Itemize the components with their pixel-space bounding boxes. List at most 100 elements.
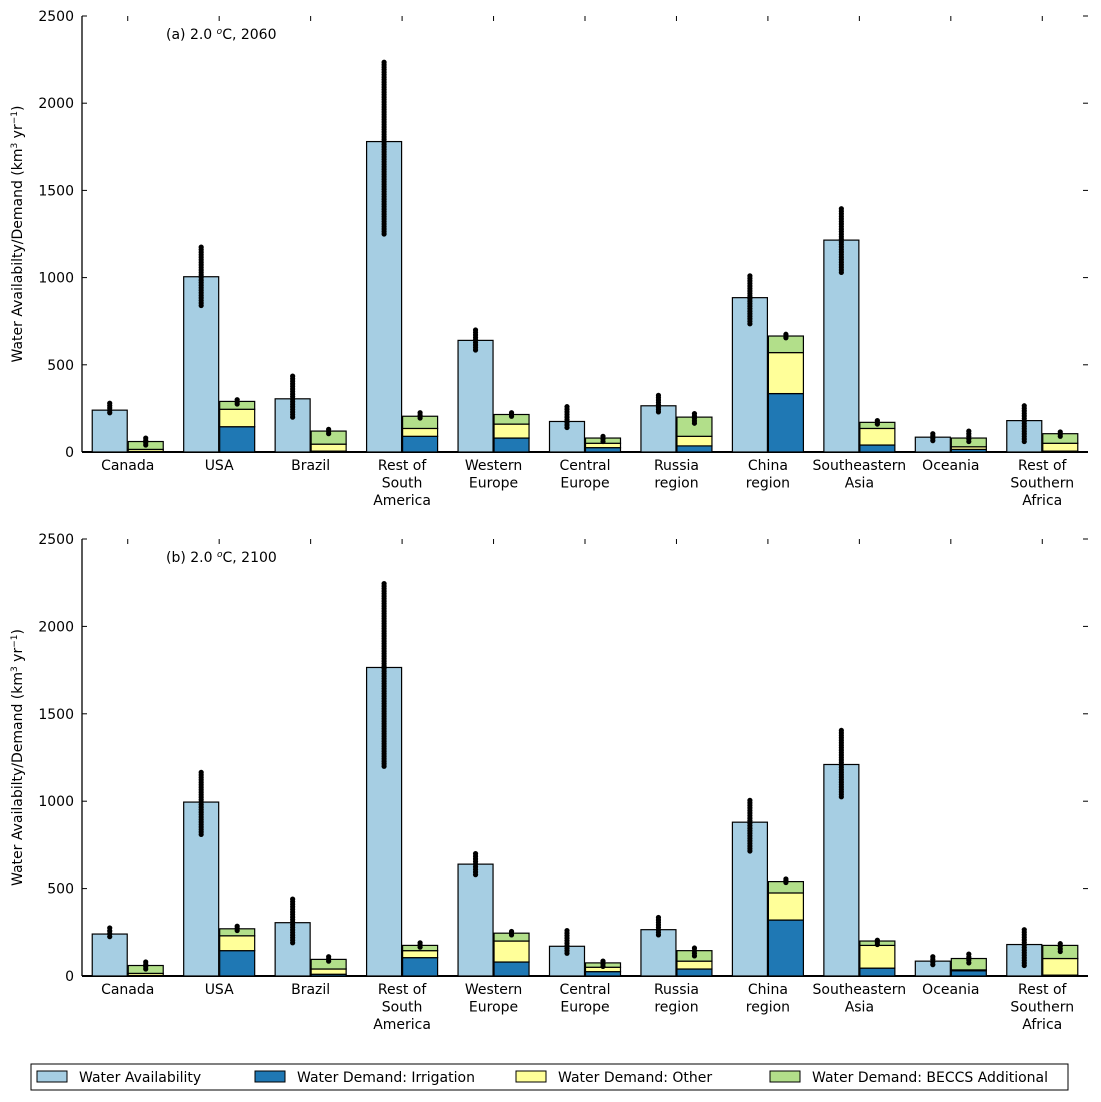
x-tick-label: Russia region xyxy=(654,982,699,1016)
x-tick-label: Western Europe xyxy=(465,458,522,492)
panel-title: (b) 2.0 oC, 2100 xyxy=(166,550,277,566)
scatter-point-demand xyxy=(417,940,423,946)
x-tick-label: Russia region xyxy=(654,458,699,492)
bar-demand-other xyxy=(1042,442,1079,452)
legend-swatch-beccs xyxy=(769,1070,801,1083)
panel-a: 0 500 1000 1500 2000 2500 (a) 2.0 oC, 2060 Wate… xyxy=(10,9,1088,509)
bar-demand-other xyxy=(401,427,439,437)
x-tick-label: Western Europe xyxy=(465,982,522,1016)
bar-demand-other xyxy=(767,351,805,395)
scatter-point-demand xyxy=(966,951,972,957)
scatter-point-availability xyxy=(747,797,753,803)
scatter-point-availability xyxy=(564,927,570,934)
panel-title: (a) 2.0 oC, 2060 xyxy=(166,27,277,43)
scatter-point-availability xyxy=(747,273,753,279)
bar-demand-other xyxy=(1042,957,1079,976)
scatter-point-demand xyxy=(417,410,423,416)
scatter-point-demand xyxy=(234,923,240,929)
bar-demand-irrigation xyxy=(584,447,622,453)
scatter-point-demand xyxy=(508,928,515,935)
scatter-point-demand xyxy=(326,954,332,960)
x-tick-label: China region xyxy=(746,982,790,1016)
x-tick-label: Brazil xyxy=(291,458,330,474)
scatter-point-availability xyxy=(472,851,479,857)
y-tick-label: 500 xyxy=(47,358,74,374)
legend-label-irrigation: Water Demand: Irrigation xyxy=(297,1070,475,1086)
scatter-point-availability xyxy=(1021,403,1027,409)
legend-label-availability: Water Availability xyxy=(79,1070,201,1086)
bar-demand-irrigation xyxy=(767,919,805,977)
bar-demand-irrigation xyxy=(676,968,713,977)
x-tick-label: Central Europe xyxy=(560,458,611,492)
bar-demand-other xyxy=(493,940,530,963)
scatter-point-demand xyxy=(143,435,149,441)
bar-demand-other xyxy=(767,892,805,921)
bar-demand-irrigation xyxy=(859,967,896,977)
bar-demand-irrigation xyxy=(401,435,439,453)
scatter-point-availability xyxy=(107,400,113,406)
legend-frame xyxy=(30,1063,1069,1091)
legend-swatch-irrigation xyxy=(254,1070,286,1083)
x-tick-label: Canada xyxy=(101,982,154,998)
scatter-point-availability xyxy=(655,392,662,398)
bar-demand-other xyxy=(859,944,896,969)
scatter-point-demand xyxy=(691,411,698,417)
y-tick-label: 0 xyxy=(65,969,74,985)
scatter-point-availability xyxy=(838,727,844,734)
bar-demand-other xyxy=(493,423,530,439)
scatter-point-availability xyxy=(290,896,296,902)
x-tick-label: Rest of South America xyxy=(373,982,431,1033)
y-tick-label: 2000 xyxy=(38,96,74,112)
scatter-point-demand xyxy=(600,958,606,964)
x-tick-label: Rest of Southern Africa xyxy=(1010,458,1074,509)
scatter-point-availability xyxy=(930,954,936,960)
scatter-point-demand xyxy=(143,959,149,965)
scatter-point-availability xyxy=(838,206,844,212)
scatter-point-availability xyxy=(198,244,204,250)
bar-demand-other xyxy=(310,968,347,975)
y-axis-label: Water Availabilty/Demand (km3 yr−1) xyxy=(10,629,26,886)
x-tick-label: Central Europe xyxy=(560,982,611,1016)
y-tick-label: 1000 xyxy=(38,271,74,287)
scatter-point-availability xyxy=(290,373,296,379)
x-tick-label: Southeastern Asia xyxy=(813,458,907,492)
bar-water-availability xyxy=(823,239,860,453)
legend: Water Availability Water Demand: Irrigati… xyxy=(30,1063,1069,1091)
bar-demand-irrigation xyxy=(401,957,439,977)
scatter-point-demand xyxy=(508,410,515,416)
y-tick-label: 1500 xyxy=(38,707,74,723)
x-tick-label: Oceania xyxy=(922,982,979,998)
bar-demand-irrigation xyxy=(219,950,256,977)
bar-demand-other xyxy=(219,408,256,428)
bar-demand-irrigation xyxy=(493,437,530,453)
scatter-point-availability xyxy=(1021,927,1027,933)
scatter-point-availability xyxy=(655,914,662,921)
scatter-point-demand xyxy=(874,937,880,943)
bar-demand-irrigation xyxy=(584,971,622,977)
x-tick-label: China region xyxy=(746,458,790,492)
x-tick-label: Oceania xyxy=(922,458,979,474)
bar-demand-irrigation xyxy=(493,961,530,977)
x-tick-label: Southeastern Asia xyxy=(813,982,907,1016)
x-tick-label: Brazil xyxy=(291,982,330,998)
y-tick-label: 1000 xyxy=(38,794,74,810)
legend-label-beccs: Water Demand: BECCS Additional xyxy=(812,1070,1048,1086)
x-tick-label: USA xyxy=(205,458,234,474)
panel-b: 0 500 1000 1500 2000 2500 (b) 2.0 oC, 2100 Wate… xyxy=(10,532,1088,1033)
y-tick-label: 0 xyxy=(65,445,74,461)
scatter-point-demand xyxy=(600,433,606,439)
x-tick-label: Rest of Southern Africa xyxy=(1010,982,1074,1033)
legend-swatch-availability xyxy=(36,1070,68,1083)
y-tick-label: 2000 xyxy=(38,619,74,635)
bar-demand-other xyxy=(676,435,713,447)
bar-demand-irrigation xyxy=(950,970,987,977)
scatter-point-demand xyxy=(783,331,789,337)
bar-demand-irrigation xyxy=(859,444,896,453)
scatter-point-availability xyxy=(381,59,387,65)
bar-demand-other xyxy=(859,427,896,446)
scatter-point-demand xyxy=(874,418,880,424)
scatter-point-availability xyxy=(198,769,204,775)
y-tick-label: 2500 xyxy=(38,9,74,25)
scatter-point-demand xyxy=(691,945,698,951)
x-tick-label: Rest of South America xyxy=(373,458,431,509)
